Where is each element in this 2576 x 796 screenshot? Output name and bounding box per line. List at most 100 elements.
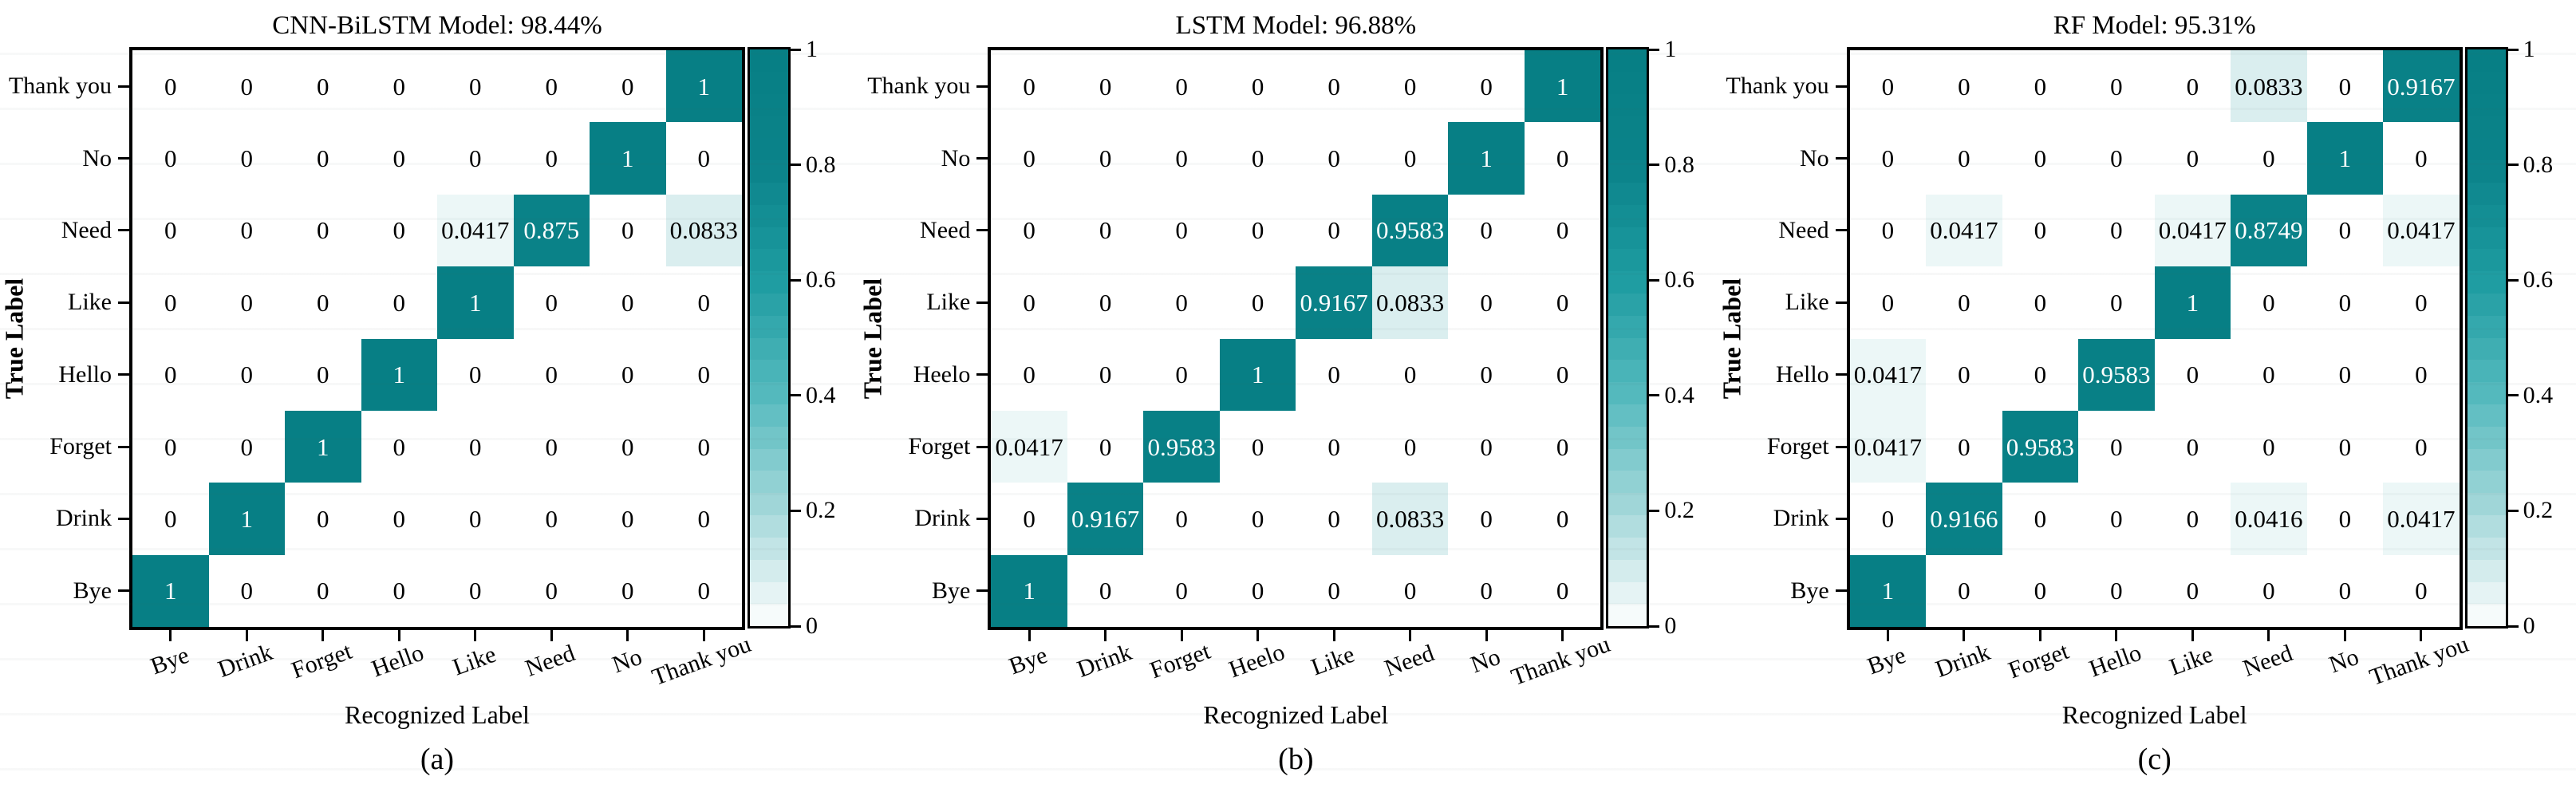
colorbar-band bbox=[2467, 182, 2506, 205]
heatmap-cell: 0 bbox=[1296, 338, 1372, 411]
cell-value: 0 bbox=[1175, 144, 1188, 173]
colorbar-band bbox=[2467, 493, 2506, 516]
cell-value: 0 bbox=[1958, 144, 1970, 173]
heatmap-cell: 1 bbox=[285, 410, 361, 483]
cell-value: 0 bbox=[697, 504, 711, 533]
heatmap-cell: 0 bbox=[2383, 410, 2460, 483]
colorbar-band bbox=[1608, 182, 1647, 205]
heatmap-cell: 0 bbox=[1296, 410, 1372, 483]
heatmap-cell: 1 bbox=[208, 483, 285, 555]
heatmap-cell: 0 bbox=[1926, 50, 2002, 123]
colorbar bbox=[1606, 47, 1650, 629]
cell-value: 0 bbox=[2186, 72, 2199, 100]
colorbar-band bbox=[750, 382, 788, 404]
cell-value: 0 bbox=[2415, 577, 2428, 605]
cell-value: 0 bbox=[545, 72, 558, 100]
heatmap-cell: 0 bbox=[1849, 266, 1927, 339]
heatmap-cell: 0.0417 bbox=[1926, 194, 2002, 267]
x-tick-mark bbox=[1180, 630, 1183, 641]
x-tick-mark bbox=[626, 630, 629, 641]
cell-value: 0.9583 bbox=[1147, 432, 1216, 461]
heatmap-cell: 0 bbox=[2078, 194, 2155, 267]
colorbar-tick-mark bbox=[1649, 509, 1660, 512]
cell-value: 0.9583 bbox=[1375, 216, 1445, 245]
heatmap-cell: 0 bbox=[1926, 122, 2002, 195]
heatmap-cell: 0 bbox=[285, 483, 361, 555]
cell-value: 0 bbox=[2338, 288, 2352, 317]
heatmap-cell: 0 bbox=[361, 554, 437, 627]
cell-value: 0 bbox=[1881, 504, 1895, 533]
cell-value: 0 bbox=[1099, 216, 1112, 245]
cell-value: 0 bbox=[1958, 432, 1970, 461]
heatmap-cell: 0 bbox=[1219, 410, 1296, 483]
cell-value: 0 bbox=[1175, 216, 1188, 245]
cell-value: 0 bbox=[2338, 504, 2352, 533]
heatmap-cell: 0.9166 bbox=[1926, 483, 2002, 555]
x-tick-mark bbox=[1332, 630, 1335, 641]
y-tick-label: Need bbox=[1778, 216, 1829, 243]
heatmap-cell: 0 bbox=[1926, 554, 2002, 627]
colorbar-band bbox=[2467, 337, 2506, 361]
heatmap-cell: 0 bbox=[285, 50, 361, 123]
chart-title: RF Model: 95.31% bbox=[2053, 11, 2256, 40]
heatmap-cell: 0 bbox=[2383, 554, 2460, 627]
cell-value: 0 bbox=[2338, 577, 2352, 605]
heatmap-cell: 0 bbox=[1926, 266, 2002, 339]
cell-value: 0 bbox=[545, 577, 558, 605]
cell-value: 1 bbox=[317, 432, 329, 461]
heatmap-cell: 0.0417 bbox=[2154, 194, 2231, 267]
cell-value: 0 bbox=[545, 504, 558, 533]
colorbar-tick-mark bbox=[2507, 625, 2519, 628]
heatmap-cell: 0.8749 bbox=[2231, 194, 2307, 267]
colorbar-band bbox=[750, 471, 788, 494]
panel-c: RF Model: 95.31% 0 0 0 0 0 0.0833 0 0.9167 0 0 0 0 0 0… bbox=[1717, 0, 2576, 796]
cell-value: 0 bbox=[1480, 504, 1493, 533]
cell-value: 0 bbox=[164, 504, 177, 533]
heatmap-cell: 0 bbox=[1143, 338, 1220, 411]
cell-value: 0 bbox=[1556, 144, 1569, 173]
cell-value: 0 bbox=[2415, 288, 2428, 317]
cell-value: 0 bbox=[1251, 72, 1264, 100]
y-tick-mark bbox=[976, 229, 988, 232]
heatmap-cell: 0 bbox=[513, 122, 590, 195]
colorbar-band bbox=[750, 116, 788, 139]
heatmap-cell: 1 bbox=[361, 338, 437, 411]
cell-value: 0 bbox=[240, 288, 254, 317]
cell-value: 0 bbox=[469, 577, 482, 605]
colorbar-tick-mark bbox=[791, 164, 801, 167]
heatmap-cell: 1 bbox=[1219, 338, 1296, 411]
heatmap-cell: 0 bbox=[361, 483, 437, 555]
heatmap-cell: 0 bbox=[1448, 554, 1525, 627]
heatmap-cell: 0 bbox=[2154, 50, 2231, 123]
y-tick-mark bbox=[1835, 589, 1847, 593]
cell-value: 0 bbox=[164, 288, 177, 317]
cell-value: 0 bbox=[1023, 504, 1036, 533]
colorbar-band bbox=[1608, 249, 1647, 272]
heatmap-cell: 0 bbox=[1219, 50, 1296, 123]
heatmap-cell: 0 bbox=[2154, 554, 2231, 627]
cell-value: 0 bbox=[317, 288, 329, 317]
cell-value: 0 bbox=[697, 361, 711, 389]
colorbar-band bbox=[2467, 116, 2506, 139]
heatmap-cell: 0.0833 bbox=[1371, 266, 1449, 339]
cell-value: 1 bbox=[2186, 288, 2199, 317]
heatmap-cell: 0 bbox=[2306, 410, 2384, 483]
cell-value: 1 bbox=[164, 577, 177, 605]
y-tick-mark bbox=[1835, 157, 1847, 160]
colorbar-tick-mark bbox=[1649, 278, 1660, 282]
y-tick-label: Bye bbox=[73, 577, 112, 604]
cell-value: 0 bbox=[2034, 504, 2047, 533]
cell-value: 0 bbox=[164, 361, 177, 389]
x-tick-mark bbox=[1028, 630, 1031, 641]
colorbar-tick-label: 0.6 bbox=[806, 266, 836, 294]
x-tick-mark bbox=[245, 630, 248, 641]
cell-value: 0 bbox=[2034, 144, 2047, 173]
cell-value: 0 bbox=[1175, 288, 1188, 317]
cell-value: 0 bbox=[1881, 288, 1895, 317]
x-tick-label: Like bbox=[1308, 640, 1359, 681]
colorbar-band bbox=[1608, 360, 1647, 383]
colorbar-band bbox=[750, 537, 788, 560]
cell-value: 0 bbox=[2034, 361, 2047, 389]
cell-value: 0 bbox=[2034, 72, 2047, 100]
colorbar-tick-mark bbox=[2507, 394, 2519, 397]
